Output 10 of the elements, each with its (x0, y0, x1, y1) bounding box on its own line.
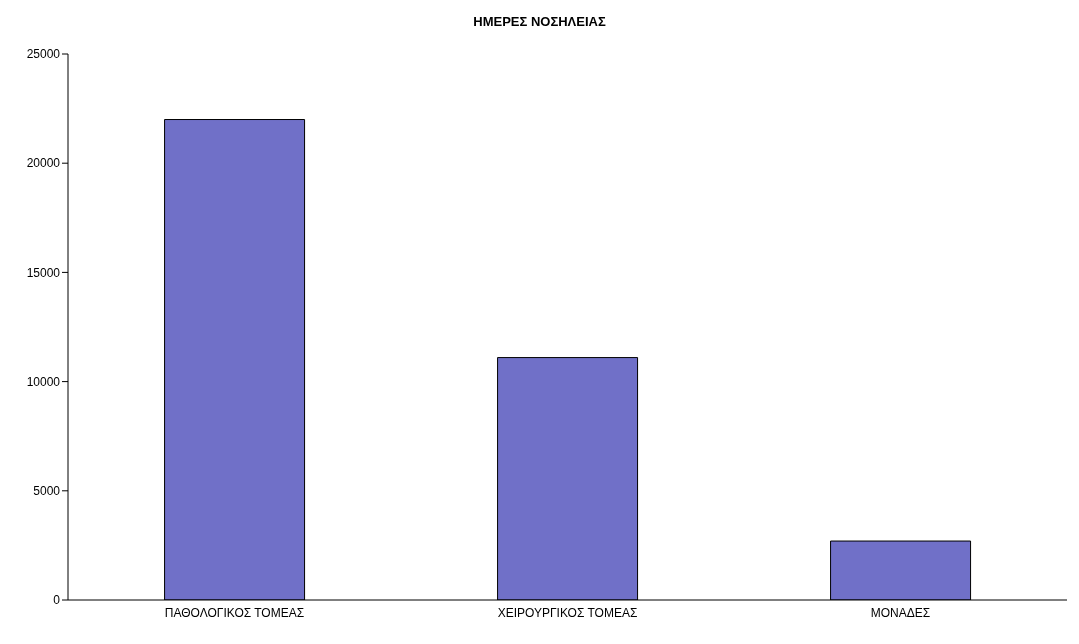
y-tick-label: 10000 (26, 374, 61, 389)
y-tick-label: 15000 (26, 265, 61, 280)
y-tick-label: 0 (53, 593, 61, 608)
x-tick-label: ΜΟΝΑΔΕΣ (870, 605, 931, 620)
chart-title: ΗΜΕΡΕΣ ΝΟΣΗΛΕΙΑΣ (472, 14, 607, 31)
x-tick-label: ΠΑΘΟΛΟΓΙΚΟΣ ΤΟΜΕΑΣ (164, 605, 305, 620)
x-tick-label: ΧΕΙΡΟΥΡΓΙΚΟΣ ΤΟΜΕΑΣ (497, 605, 638, 620)
y-tick-label: 20000 (26, 156, 61, 171)
y-tick-label: 5000 (33, 484, 61, 499)
y-tick-label: 25000 (26, 47, 61, 62)
